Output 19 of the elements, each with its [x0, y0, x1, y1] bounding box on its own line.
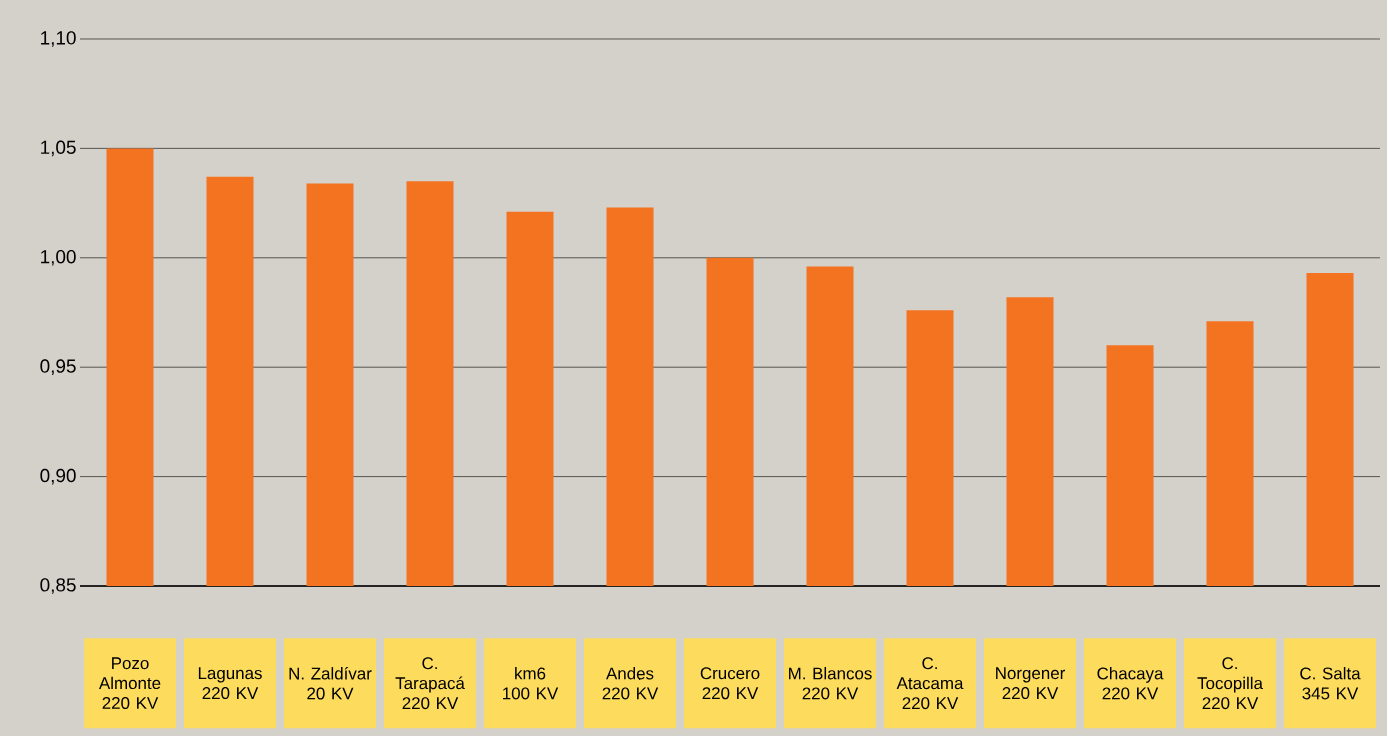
x-tick-label: C. Salta 345 KV — [1300, 667, 1361, 700]
x-tick-label: C. Atacama 220 KV — [896, 657, 964, 710]
x-tick-label: Crucero 220 KV — [700, 667, 760, 700]
x-tick-label: Pozo Almonte 220 KV — [98, 657, 161, 710]
x-tick-label: M. Blancos 220 KV — [789, 667, 872, 700]
y-tick-label: 0,95 — [40, 359, 76, 376]
x-tick-label: Andes 220 KV — [602, 667, 659, 700]
x-tick-label: Lagunas 220 KV — [198, 667, 262, 700]
y-tick-label: 0,85 — [40, 578, 76, 594]
x-tick-label: Chacaya 220 KV — [1097, 667, 1164, 700]
x-tick-label: km6 100 KV — [503, 667, 559, 700]
x-tick-label: C. Tarapacá 220 KV — [395, 657, 465, 710]
x-tick-label: C. Tocopilla 220 KV — [1197, 657, 1263, 710]
x-tick-label: N. Zaldívar 20 KV — [289, 666, 372, 700]
y-tick-label: 0,90 — [40, 468, 76, 485]
y-tick-label: 1,05 — [41, 140, 76, 157]
y-tick-label: 1,00 — [41, 249, 76, 266]
x-tick-label: Norgener 220 KV — [996, 667, 1066, 700]
y-tick-label: 1,10 — [41, 31, 76, 47]
